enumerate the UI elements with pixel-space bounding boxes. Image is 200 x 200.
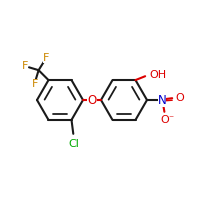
Text: F: F [43, 53, 49, 63]
Text: O: O [87, 94, 97, 106]
Text: OH: OH [149, 70, 167, 80]
Text: O: O [161, 115, 169, 125]
Text: F: F [31, 79, 38, 89]
Text: F: F [22, 61, 28, 71]
Text: Cl: Cl [69, 139, 80, 149]
Text: O: O [176, 93, 184, 103]
Text: ⁻: ⁻ [169, 114, 174, 124]
Text: N: N [158, 94, 166, 106]
